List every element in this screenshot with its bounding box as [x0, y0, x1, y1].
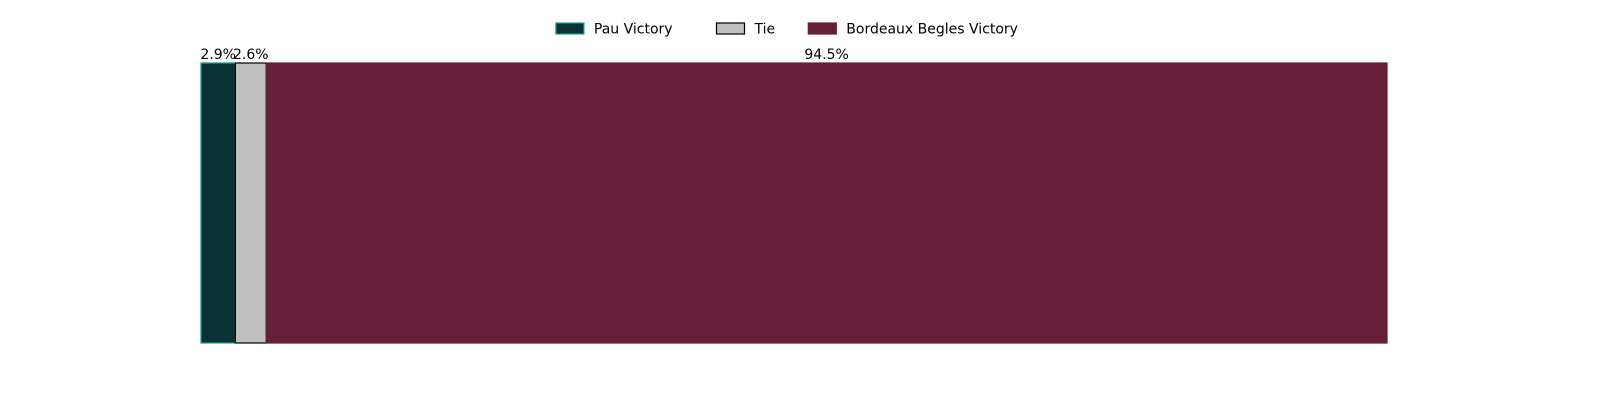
data-label-tie: 2.6% — [233, 47, 269, 63]
legend-label-tie: Tie — [754, 22, 776, 38]
chart-bars — [200, 62, 1388, 344]
legend-item-tie: Tie — [715, 22, 776, 38]
legend-label-pau-victory: Pau Victory — [594, 22, 673, 38]
legend-label-bordeaux-begles-victory: Bordeaux Begles Victory — [846, 22, 1018, 38]
legend-swatch-pau-victory — [555, 22, 585, 35]
chart-data-labels: 2.9%2.6% 94.5% — [200, 47, 848, 63]
bar-segment-pau-victory — [200, 62, 236, 344]
chart-legend: Pau Victory Tie Bordeaux Begles Victory — [555, 22, 1018, 38]
legend-swatch-tie — [715, 22, 746, 35]
data-label-pau-victory: 2.9% — [200, 47, 236, 63]
bar-segment-bordeaux-begles-victory — [265, 62, 1388, 344]
bar-segment-tie — [234, 62, 267, 344]
legend-swatch-bordeaux-begles-victory — [807, 22, 837, 35]
legend-item-pau-victory: Pau Victory — [555, 22, 673, 38]
data-label-bordeaux-begles-victory: 94.5% — [804, 47, 848, 63]
legend-item-bordeaux-begles-victory: Bordeaux Begles Victory — [807, 22, 1018, 38]
